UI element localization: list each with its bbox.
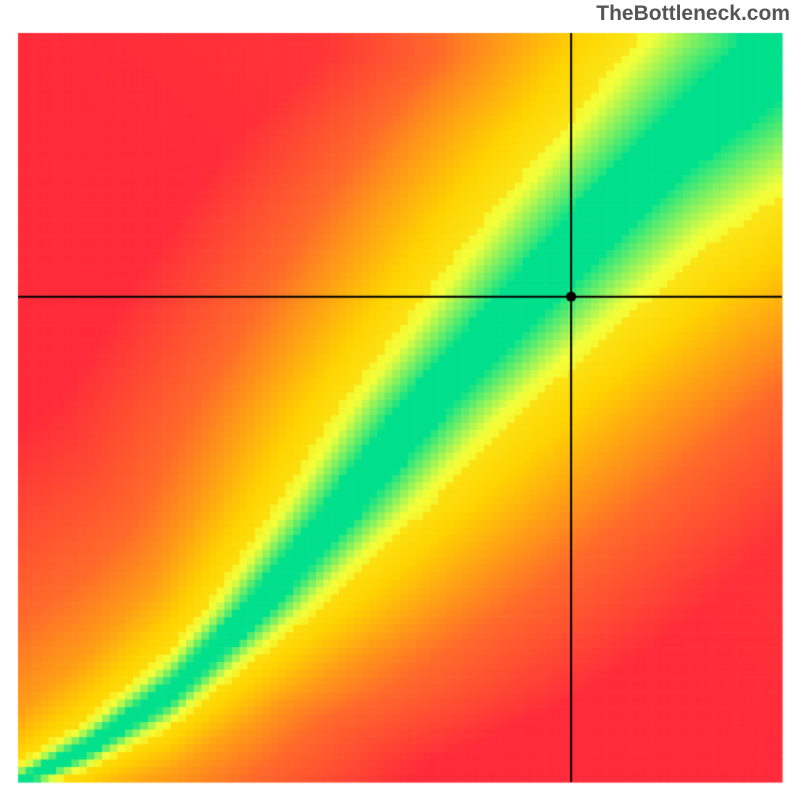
chart-container: { "watermark": { "text": "TheBottleneck.…: [0, 0, 800, 800]
bottleneck-heatmap: [0, 0, 800, 800]
watermark-text: TheBottleneck.com: [596, 2, 790, 26]
